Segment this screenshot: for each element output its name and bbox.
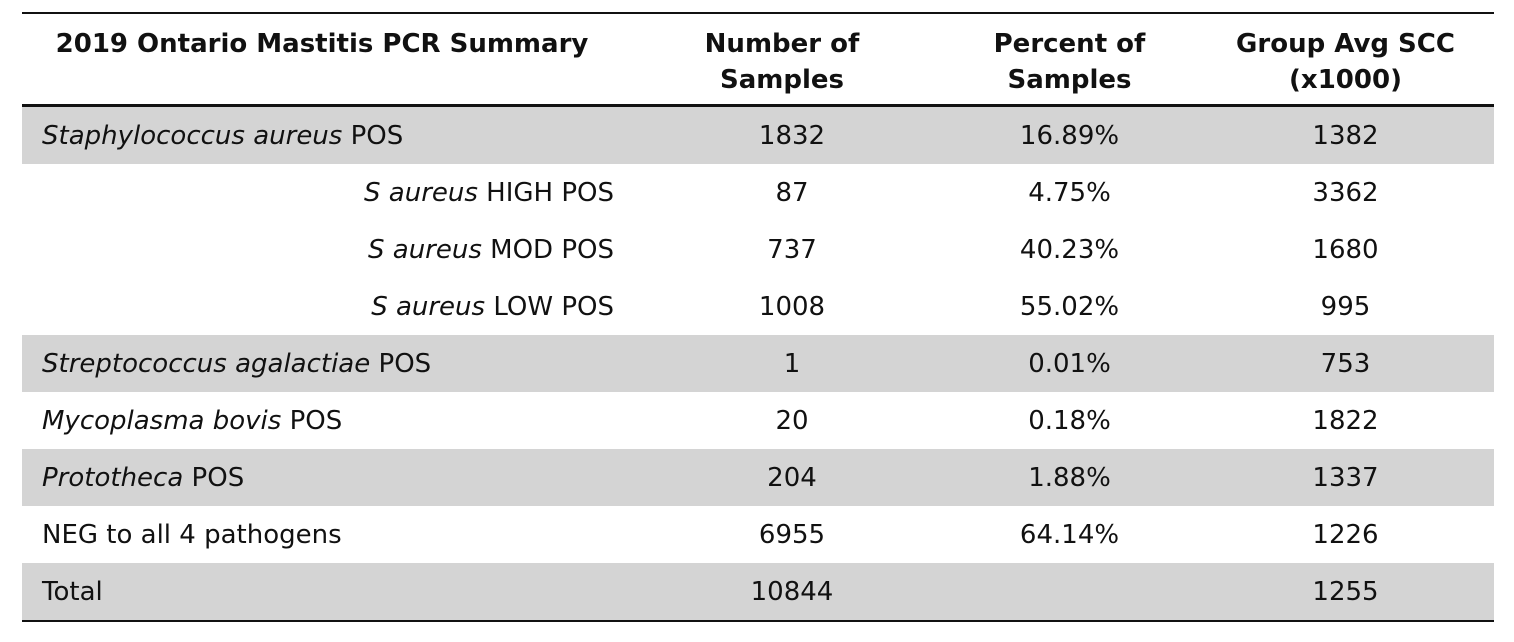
sample-count: 87	[775, 177, 809, 208]
sample-percent: 0.01%	[1028, 348, 1111, 379]
sample-count: 6955	[758, 519, 826, 550]
table-row: Streptococcus agalactiae POS 1 0.01% 753	[22, 335, 1494, 392]
avg-scc: 1680	[1312, 234, 1379, 265]
sample-count: 1008	[758, 291, 826, 322]
avg-scc: 3362	[1312, 177, 1379, 208]
sample-count: 1	[783, 348, 801, 379]
header-group-avg-scc: Group Avg SCC (x1000)	[1236, 29, 1455, 95]
table-bottom-rule	[22, 620, 1494, 622]
total-count: 10844	[750, 576, 834, 607]
table-row-total: Total 10844 1255	[22, 563, 1494, 620]
pathogen-label: Staphylococcus aureus POS	[42, 120, 404, 151]
sample-percent: 55.02%	[1019, 291, 1120, 322]
table-row: S aureus MOD POS 737 40.23% 1680	[22, 221, 1494, 278]
pathogen-label: S aureus MOD POS	[368, 234, 614, 265]
total-label: Total	[42, 576, 103, 607]
avg-scc: 753	[1320, 348, 1371, 379]
sample-percent: 16.89%	[1019, 120, 1120, 151]
header-rule	[22, 104, 1494, 107]
pathogen-label: Prototheca POS	[42, 462, 245, 493]
sample-percent: 64.14%	[1019, 519, 1120, 550]
avg-scc: 995	[1320, 291, 1371, 322]
sample-count: 20	[775, 405, 809, 436]
pathogen-label: S aureus HIGH POS	[364, 177, 614, 208]
avg-scc: 1822	[1312, 405, 1379, 436]
header-summary-title: 2019 Ontario Mastitis PCR Summary	[55, 29, 589, 59]
table-row: NEG to all 4 pathogens 6955 64.14% 1226	[22, 506, 1494, 563]
table-top-rule	[22, 12, 1494, 14]
table-row: S aureus HIGH POS 87 4.75% 3362	[22, 164, 1494, 221]
table-row: Staphylococcus aureus POS 1832 16.89% 13…	[22, 107, 1494, 164]
avg-scc: 1337	[1312, 462, 1379, 493]
sample-count: 737	[767, 234, 817, 265]
total-avg-scc: 1255	[1312, 576, 1379, 607]
pcr-summary-table: 2019 Ontario Mastitis PCR Summary Number…	[22, 12, 1494, 622]
table-header-row: 2019 Ontario Mastitis PCR Summary Number…	[22, 14, 1494, 104]
pathogen-label: Streptococcus agalactiae POS	[42, 348, 432, 379]
sample-percent: 0.18%	[1028, 405, 1111, 436]
table-row: Prototheca POS 204 1.88% 1337	[22, 449, 1494, 506]
avg-scc: 1382	[1312, 120, 1379, 151]
avg-scc: 1226	[1312, 519, 1379, 550]
table-row: S aureus LOW POS 1008 55.02% 995	[22, 278, 1494, 335]
pathogen-label: Mycoplasma bovis POS	[42, 405, 343, 436]
sample-percent: 40.23%	[1019, 234, 1120, 265]
sample-count: 204	[767, 462, 817, 493]
pathogen-label: S aureus LOW POS	[371, 291, 614, 322]
header-number-of-samples: Number of Samples	[704, 29, 860, 95]
sample-percent: 4.75%	[1028, 177, 1111, 208]
sample-percent: 1.88%	[1028, 462, 1111, 493]
table-row: Mycoplasma bovis POS 20 0.18% 1822	[22, 392, 1494, 449]
header-percent-of-samples: Percent of Samples	[993, 29, 1146, 95]
pathogen-label: NEG to all 4 pathogens	[42, 519, 342, 550]
sample-count: 1832	[758, 120, 826, 151]
